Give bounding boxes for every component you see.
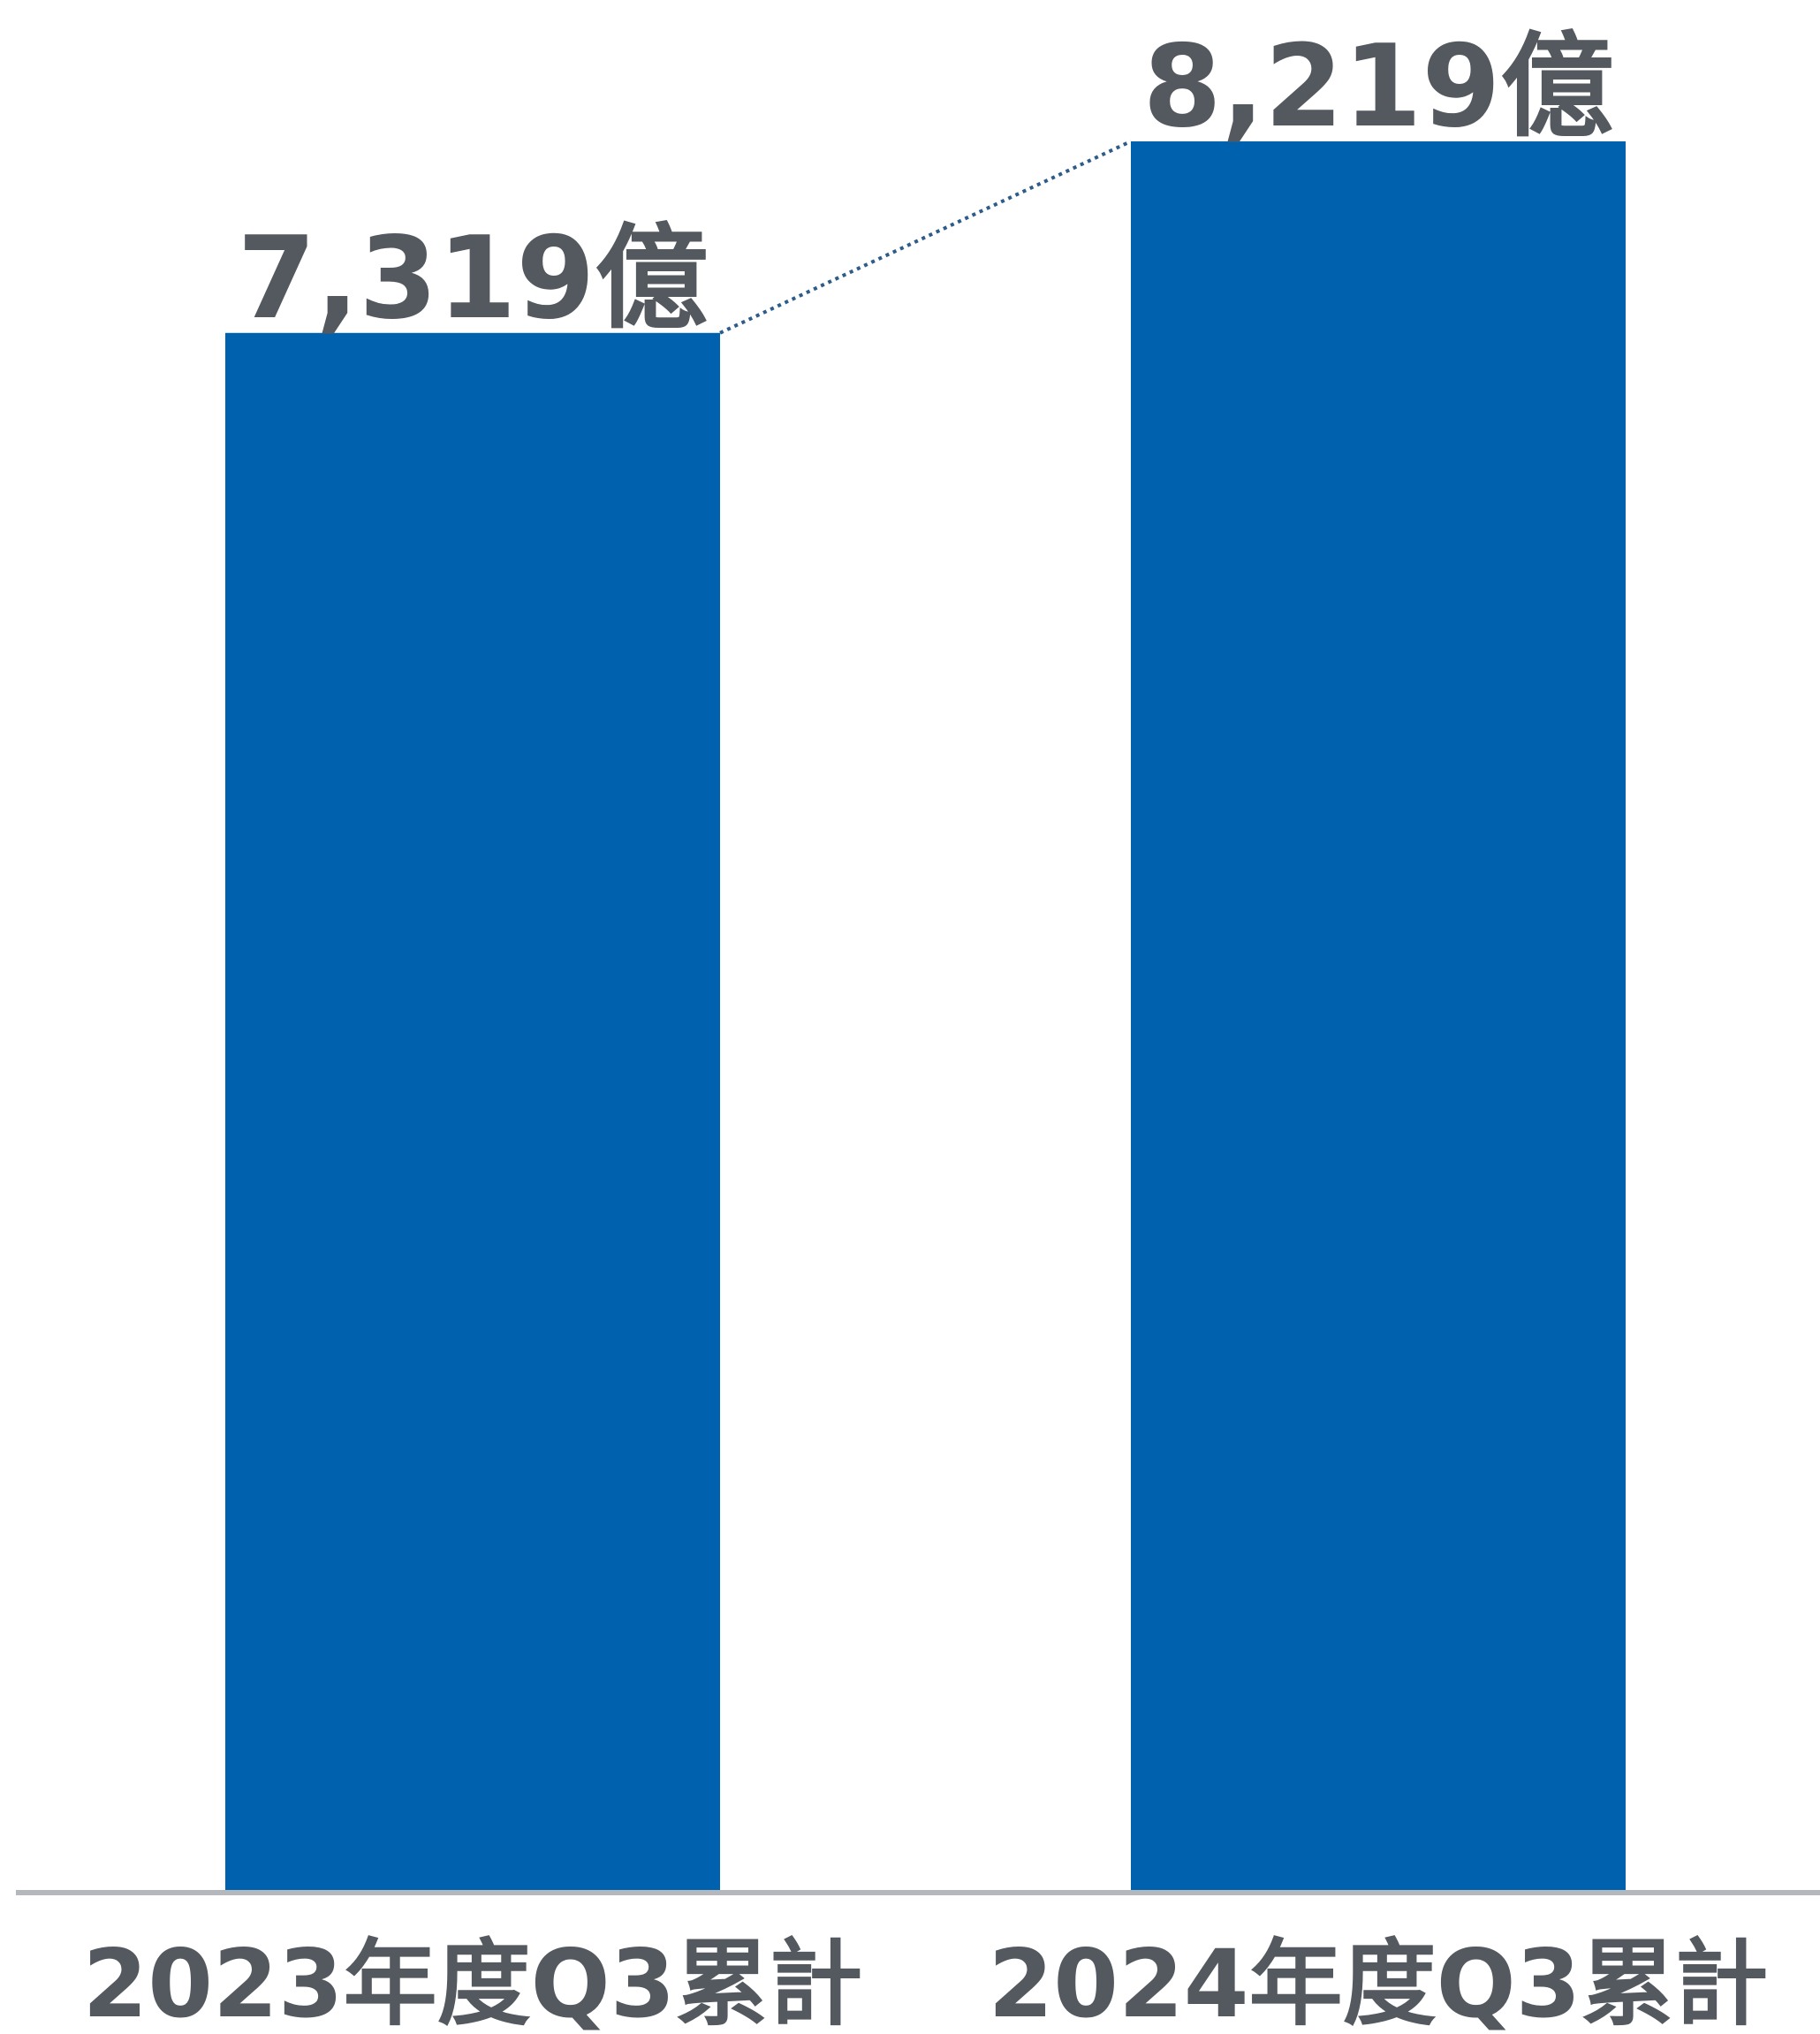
chart-marks (225, 140, 1626, 1892)
category-label-2: 2024年度Q3累計 (989, 1930, 1769, 2034)
bar-2 (1131, 140, 1626, 1892)
bar-value-label-2: 8,219億 (1143, 21, 1614, 153)
bar-top-connector (719, 140, 1132, 335)
bar-1 (225, 332, 720, 1891)
chart-labels: 7,319億 2023年度Q3累計 8,219億 2024年度Q3累計 (83, 21, 1769, 2034)
bar-value-label-1: 7,319億 (238, 213, 709, 345)
category-label-1: 2023年度Q3累計 (83, 1930, 863, 2034)
